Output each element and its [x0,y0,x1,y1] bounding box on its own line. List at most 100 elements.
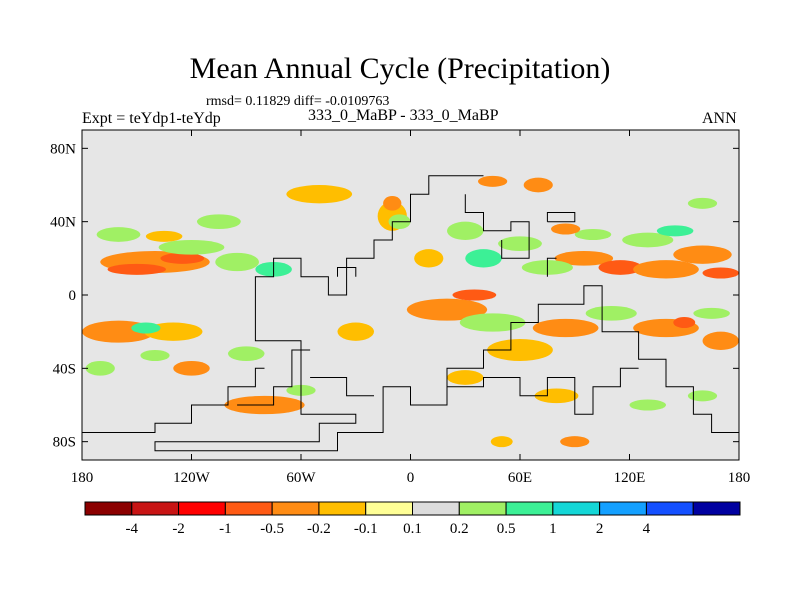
coastline-segment [446,367,639,415]
colorbar-swatch [645,501,694,516]
colorbar: -4 -2 -1 -0.5 -0.2 -0.1 0.1 0.2 0.5 1 2 4 [84,501,741,537]
anomaly-patch [145,230,183,242]
coastline-segment [82,367,265,433]
axis-ticks: 80N 40N 0 40S 80S 180 120W 60W 0 60E 120E 180 [50,130,750,486]
colorbar-label: -0.1 [354,521,378,537]
anomaly-patch [85,361,115,376]
anomaly-patch [598,260,643,275]
colorbar-swatch [178,501,226,516]
anomaly-patch [383,196,402,211]
colorbar-swatch [271,501,320,516]
anomaly-patch [196,214,241,230]
colorbar-swatch [365,501,414,516]
coastline-segment [154,175,739,452]
coastline-segment [464,194,530,259]
anomaly-patch [459,313,526,332]
colorbar-label: -0.5 [260,521,284,537]
anomaly-patch [693,307,730,319]
colorbar-swatch [458,501,507,516]
lon-tick-label: 120W [173,470,211,486]
anomaly-patch [673,317,696,328]
colorbar-swatch [552,501,601,516]
anomaly-patch [534,388,579,404]
coastline-segment [337,267,357,277]
anomaly-patch [585,306,637,321]
colorbar-label: 0.2 [450,521,469,537]
lon-tick-label: 60W [286,470,316,486]
anomaly-patch [687,390,718,402]
colorbar-label: 1 [549,521,557,537]
colorbar-label: 0.5 [497,521,516,537]
anomaly-patch [414,249,444,268]
anomaly-patch [160,252,205,264]
anomaly-patch [673,245,732,264]
coastline-segment [237,349,311,406]
lat-tick-label: 40S [53,361,76,377]
anomaly-patch [447,370,484,385]
anomaly-patch [551,223,581,235]
anomaly-patch [158,240,225,255]
anomaly-patch [452,289,497,301]
anomaly-patch [107,263,166,275]
anomaly-patch [96,227,141,242]
map-area [81,129,740,461]
colorbar-swatch [412,501,460,516]
lat-tick-label: 40N [50,215,76,231]
anomaly-patch [629,399,666,411]
anomaly-patch [574,229,612,240]
experiment-label: Expt = teYdp1-teYdp [82,110,221,127]
colorbar-swatch [505,501,554,516]
anomaly-patch [532,318,599,338]
anomaly-patch [498,236,542,252]
anomaly-patch [131,322,161,334]
anomaly-patches [82,175,739,448]
colorbar-label: -2 [172,521,185,537]
lat-tick-label: 80N [50,141,76,157]
anomaly-patch [702,331,739,351]
plot-title: Mean Annual Cycle (Precipitation) [189,52,611,85]
anomaly-patch [406,298,488,321]
colorbar-label: -0.2 [307,521,331,537]
anomaly-patch [622,232,674,248]
anomaly-patch [447,221,484,240]
colorbar-label: -1 [219,521,232,537]
anomaly-patch [286,185,353,204]
lon-tick-label: 180 [71,470,94,486]
coastline-segment [546,212,576,223]
anomaly-patch [523,177,553,193]
anomaly-patch [702,267,739,279]
colorbar-swatch [318,501,367,516]
anomaly-patch [478,175,508,187]
colorbar-swatch [599,501,647,516]
anomaly-patch [173,361,210,376]
coastlines [82,175,739,452]
season-label: ANN [702,110,737,127]
coastline-segment [310,377,374,397]
anomaly-patch [687,197,718,209]
lat-tick-label: 0 [69,288,77,304]
colorbar-swatch [131,501,180,516]
anomaly-patch [465,249,502,268]
anomaly-patch [215,252,260,272]
anomaly-patch [633,260,699,279]
anomaly-patch [560,436,590,448]
anomaly-patch [140,350,170,361]
colorbar-label: 2 [596,521,604,537]
colorbar-label: -4 [126,521,139,537]
lon-tick-label: 120E [614,470,646,486]
lon-tick-label: 0 [407,470,415,486]
anomaly-patch [228,346,265,361]
lon-tick-label: 180 [728,470,751,486]
anomaly-patch [490,436,513,448]
anomaly-patch [656,225,694,237]
colorbar-label: 4 [643,521,651,537]
colorbar-swatch [84,501,133,516]
coastline-segment [546,257,557,277]
anomaly-patch [337,322,374,341]
colorbar-swatch [224,501,273,516]
map-background [82,130,739,460]
subtitle: 333_0_MaBP - 333_0_MaBP [308,107,499,124]
lat-tick-label: 80S [53,435,76,451]
lon-tick-label: 60E [508,470,532,486]
